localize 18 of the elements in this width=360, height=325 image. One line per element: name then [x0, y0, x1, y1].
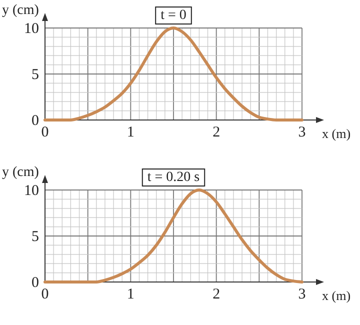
y-tick-label: 5 [32, 66, 39, 83]
y-tick-label: 10 [24, 20, 39, 37]
y-tick-label: 0 [32, 112, 39, 129]
x-tick-label: 1 [126, 286, 134, 303]
x-tick-label: 3 [298, 124, 306, 141]
x-axis-title: x (m) [322, 288, 351, 303]
x-tick-label: 1 [126, 124, 134, 141]
y-axis-title: y (cm) [2, 165, 40, 180]
x-tick-label: 2 [212, 124, 220, 141]
y-tick-label: 5 [32, 228, 39, 245]
x-tick-label: 2 [212, 286, 220, 303]
chart-title: t = 0.20 s [147, 170, 200, 185]
x-tick-label: 3 [298, 286, 306, 303]
y-tick-label: 0 [32, 274, 39, 291]
y-tick-label: 10 [24, 182, 39, 199]
chart-title: t = 0 [160, 8, 186, 23]
x-axis-title: x (m) [322, 126, 351, 141]
y-axis-title: y (cm) [2, 3, 40, 18]
